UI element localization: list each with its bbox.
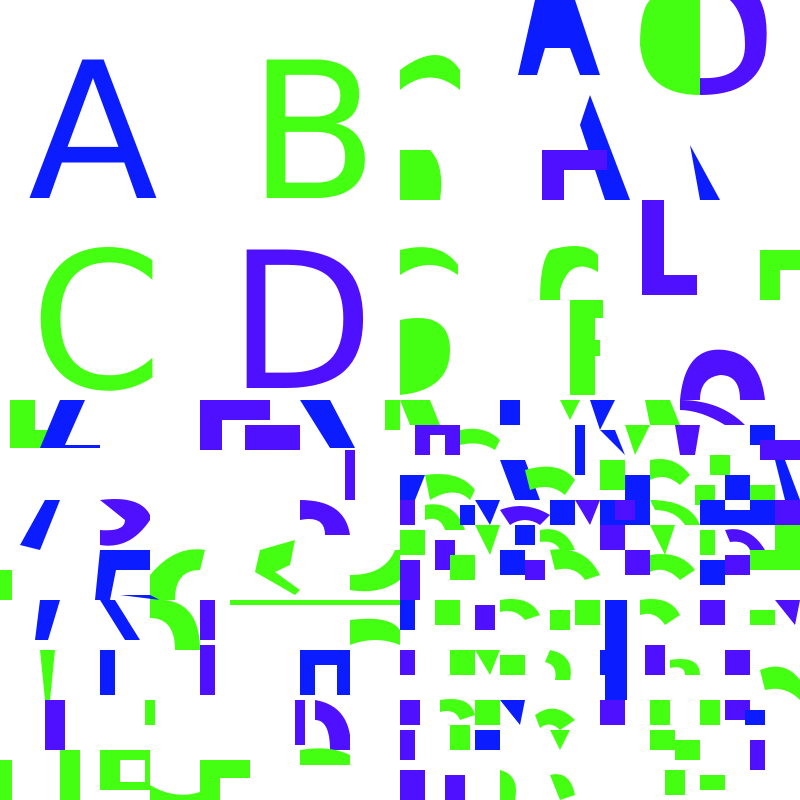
top-right-o-fragments <box>640 0 767 95</box>
letter-d: D <box>228 212 375 433</box>
bottom-left-blocks <box>0 400 400 800</box>
top-right-mosaic-svg <box>400 0 800 400</box>
letter-a: A <box>28 22 158 243</box>
quadrant-top-right <box>400 0 800 400</box>
top-right-a-fragments <box>518 0 720 200</box>
letter-c: C <box>30 212 163 433</box>
bottom-left-mosaic-svg <box>0 400 400 800</box>
top-right-b-fragments <box>400 55 460 395</box>
top-right-l-fragment <box>542 150 697 295</box>
quadrant-bottom-right <box>400 400 800 800</box>
bottom-right-mosaic-svg <box>400 400 800 800</box>
bottom-right-blocks <box>400 400 800 800</box>
quadrant-bottom-left <box>0 400 400 800</box>
top-right-c-e-fragments <box>540 246 800 395</box>
letter-b: B <box>248 22 379 243</box>
top-right-d-fragment <box>680 349 765 400</box>
